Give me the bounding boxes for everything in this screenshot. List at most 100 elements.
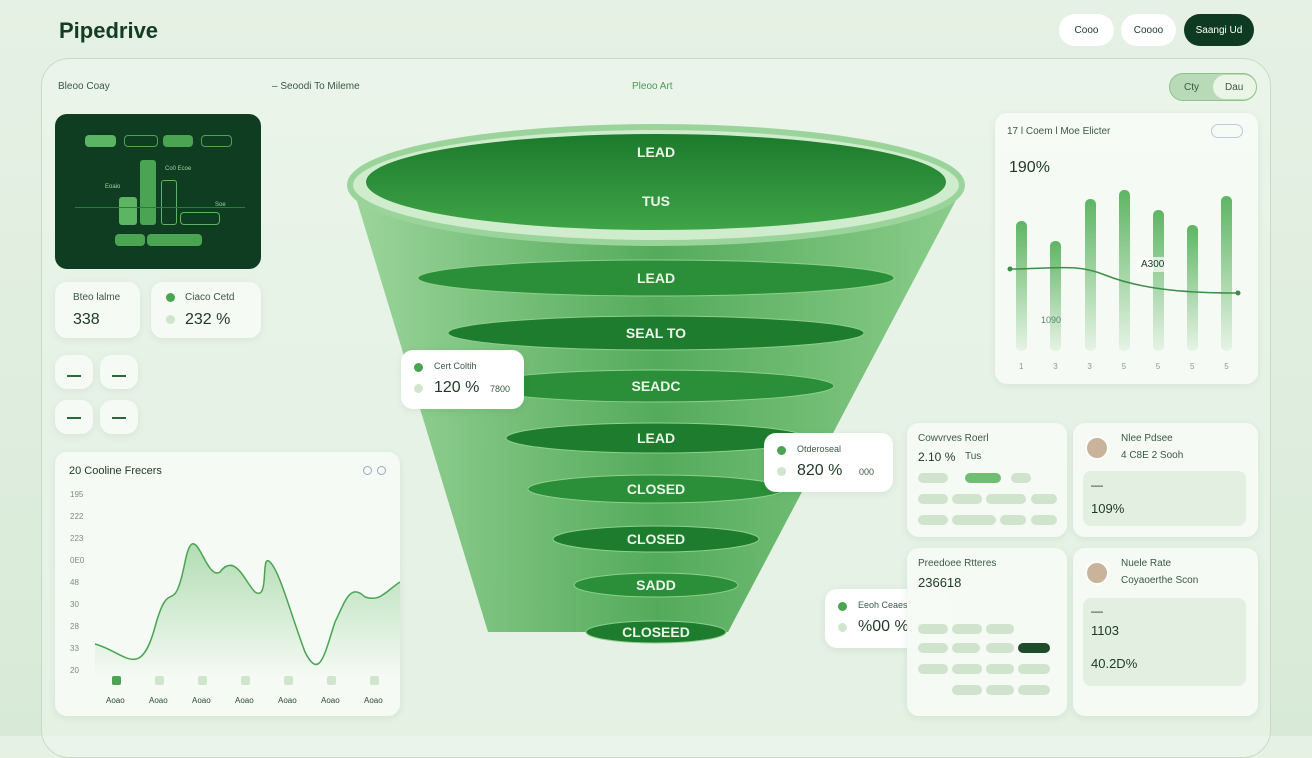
funnel-top bbox=[366, 134, 946, 230]
tooltip-value: %00 % bbox=[858, 618, 909, 635]
card: Preedoee Rtteres 236618 bbox=[907, 548, 1067, 716]
stage-label: CLOSED bbox=[627, 481, 685, 497]
button[interactable]: Coooo bbox=[1121, 14, 1176, 46]
y-label: 28 bbox=[70, 622, 79, 631]
tooltip-value: 820 % bbox=[797, 462, 843, 479]
x-marker bbox=[241, 676, 250, 685]
panel-title: 20 Cooline Frecers bbox=[69, 465, 162, 477]
card-line: — bbox=[1091, 478, 1103, 492]
x-marker bbox=[155, 676, 164, 685]
icon-button[interactable] bbox=[55, 355, 93, 389]
brand: Pipedrive bbox=[59, 18, 159, 43]
card: Cowvrves Roerl 2.10 % Tus bbox=[907, 423, 1067, 537]
stage-label: LEAD bbox=[637, 430, 675, 446]
tooltip: Otderoseal 820 % 000 bbox=[764, 433, 893, 492]
card-line: 40.2D% bbox=[1091, 656, 1138, 671]
card-title: Preedoee Rtteres bbox=[918, 558, 997, 569]
x-label: 1 bbox=[1019, 362, 1024, 371]
toolbar-middle: – Seoodi To Mileme bbox=[272, 81, 360, 92]
x-label: 3 bbox=[1087, 362, 1092, 371]
y-label: 33 bbox=[70, 644, 79, 653]
card-line: 1103 bbox=[1091, 623, 1119, 638]
dot bbox=[777, 467, 786, 476]
stage-label: LEAD bbox=[637, 144, 675, 160]
x-marker bbox=[327, 676, 336, 685]
funnel: LEAD TUS LEAD SEAL TO SEADC LEAD CLOSED CLOSED S… bbox=[347, 124, 965, 644]
line-panel: 20 Cooline Frecers 195 222 223 0E0 48 30 28 33 2… bbox=[55, 452, 400, 716]
y-label: 222 bbox=[70, 512, 84, 521]
x-label: Aoao bbox=[192, 696, 211, 705]
tooltip-label: Cert Coltih bbox=[434, 361, 477, 371]
x-label: 5 bbox=[1155, 362, 1161, 371]
card-value: 2.10 % bbox=[918, 450, 956, 464]
x-label: 3 bbox=[1053, 362, 1058, 371]
x-label: Aoao bbox=[106, 696, 125, 705]
x-label: 5 bbox=[1224, 362, 1229, 371]
funnel-stage bbox=[552, 525, 760, 553]
tooltip-note: 000 bbox=[859, 467, 875, 477]
funnel-stage bbox=[447, 315, 865, 351]
funnel-body bbox=[352, 185, 964, 632]
area bbox=[95, 543, 400, 677]
dark-label: Co0 Ecoe bbox=[165, 166, 192, 172]
note: 1090 bbox=[1041, 315, 1062, 325]
icon-button[interactable] bbox=[55, 400, 93, 434]
card-value: 236618 bbox=[918, 575, 962, 590]
card: Nuele Rate Coyaoerthe Scon — 1103 40.2D% bbox=[1073, 548, 1258, 716]
stat-value: 338 bbox=[73, 311, 100, 328]
toolbar-center: Pleoo Art bbox=[632, 81, 673, 92]
y-label: 20 bbox=[70, 666, 79, 675]
x-label: Aoao bbox=[235, 696, 254, 705]
card-title: Nuele Rate bbox=[1121, 558, 1172, 569]
toggle-option[interactable]: Cty bbox=[1184, 82, 1199, 93]
card-line: — bbox=[1091, 604, 1103, 618]
avatar bbox=[1085, 436, 1109, 460]
stage-label: CLOSED bbox=[627, 531, 685, 547]
x-marker bbox=[370, 676, 379, 685]
tooltip-value: 120 % bbox=[434, 379, 480, 396]
x-label: Aoao bbox=[149, 696, 168, 705]
toggle-option[interactable]: Dau bbox=[1213, 75, 1256, 99]
note: A300 bbox=[1137, 257, 1169, 272]
card: Nlee Pdsee 4 C8E 2 Sooh — 109% bbox=[1073, 423, 1258, 537]
button[interactable]: Cooo bbox=[1059, 14, 1114, 46]
x-marker bbox=[112, 676, 121, 685]
stage-label: SEAL TO bbox=[626, 325, 686, 341]
y-label: 48 bbox=[70, 578, 79, 587]
y-label: 223 bbox=[70, 534, 84, 543]
stat-value: 232 % bbox=[185, 311, 231, 328]
stage-label: SADD bbox=[636, 577, 676, 593]
stage-label: LEAD bbox=[637, 270, 675, 286]
panel-title: 17 l Coem l Moe Elicter bbox=[1007, 126, 1111, 137]
dark-label: Soe bbox=[215, 202, 226, 208]
y-label: 30 bbox=[70, 600, 79, 609]
tooltip-label: Eeoh Ceaes bbox=[858, 600, 908, 610]
toolbar-text: Seoodi To Mileme bbox=[280, 81, 360, 92]
stat-label: Bteo lalme bbox=[73, 292, 121, 303]
avatar bbox=[1085, 561, 1109, 585]
dot bbox=[777, 446, 786, 455]
x-label: Aoao bbox=[321, 696, 340, 705]
dark-label: Eoaio bbox=[105, 184, 121, 190]
tooltip-note: 7800 bbox=[490, 384, 511, 394]
y-label: 195 bbox=[70, 490, 84, 499]
stage-label: SEADC bbox=[631, 378, 680, 394]
icon-button[interactable] bbox=[100, 355, 138, 389]
x-marker bbox=[284, 676, 293, 685]
x-label: 5 bbox=[1190, 362, 1195, 371]
x-label: Aoao bbox=[278, 696, 297, 705]
button[interactable]: Saangi Ud bbox=[1184, 14, 1254, 46]
x-marker bbox=[198, 676, 207, 685]
stat-card: Ciaco Cetd 232 % bbox=[151, 282, 261, 338]
panel-value: 190% bbox=[1009, 159, 1050, 176]
icon-button[interactable] bbox=[100, 400, 138, 434]
dot bbox=[838, 623, 847, 632]
tooltip: Cert Coltih 120 % 7800 bbox=[401, 350, 524, 409]
card-sub: Coyaoerthe Scon bbox=[1121, 575, 1199, 586]
bar-panel: 17 l Coem l Moe Elicter 190% A300 1090 1… bbox=[995, 113, 1258, 384]
line bbox=[94, 543, 400, 666]
dot bbox=[414, 363, 423, 372]
x-label: 5 bbox=[1121, 362, 1127, 371]
